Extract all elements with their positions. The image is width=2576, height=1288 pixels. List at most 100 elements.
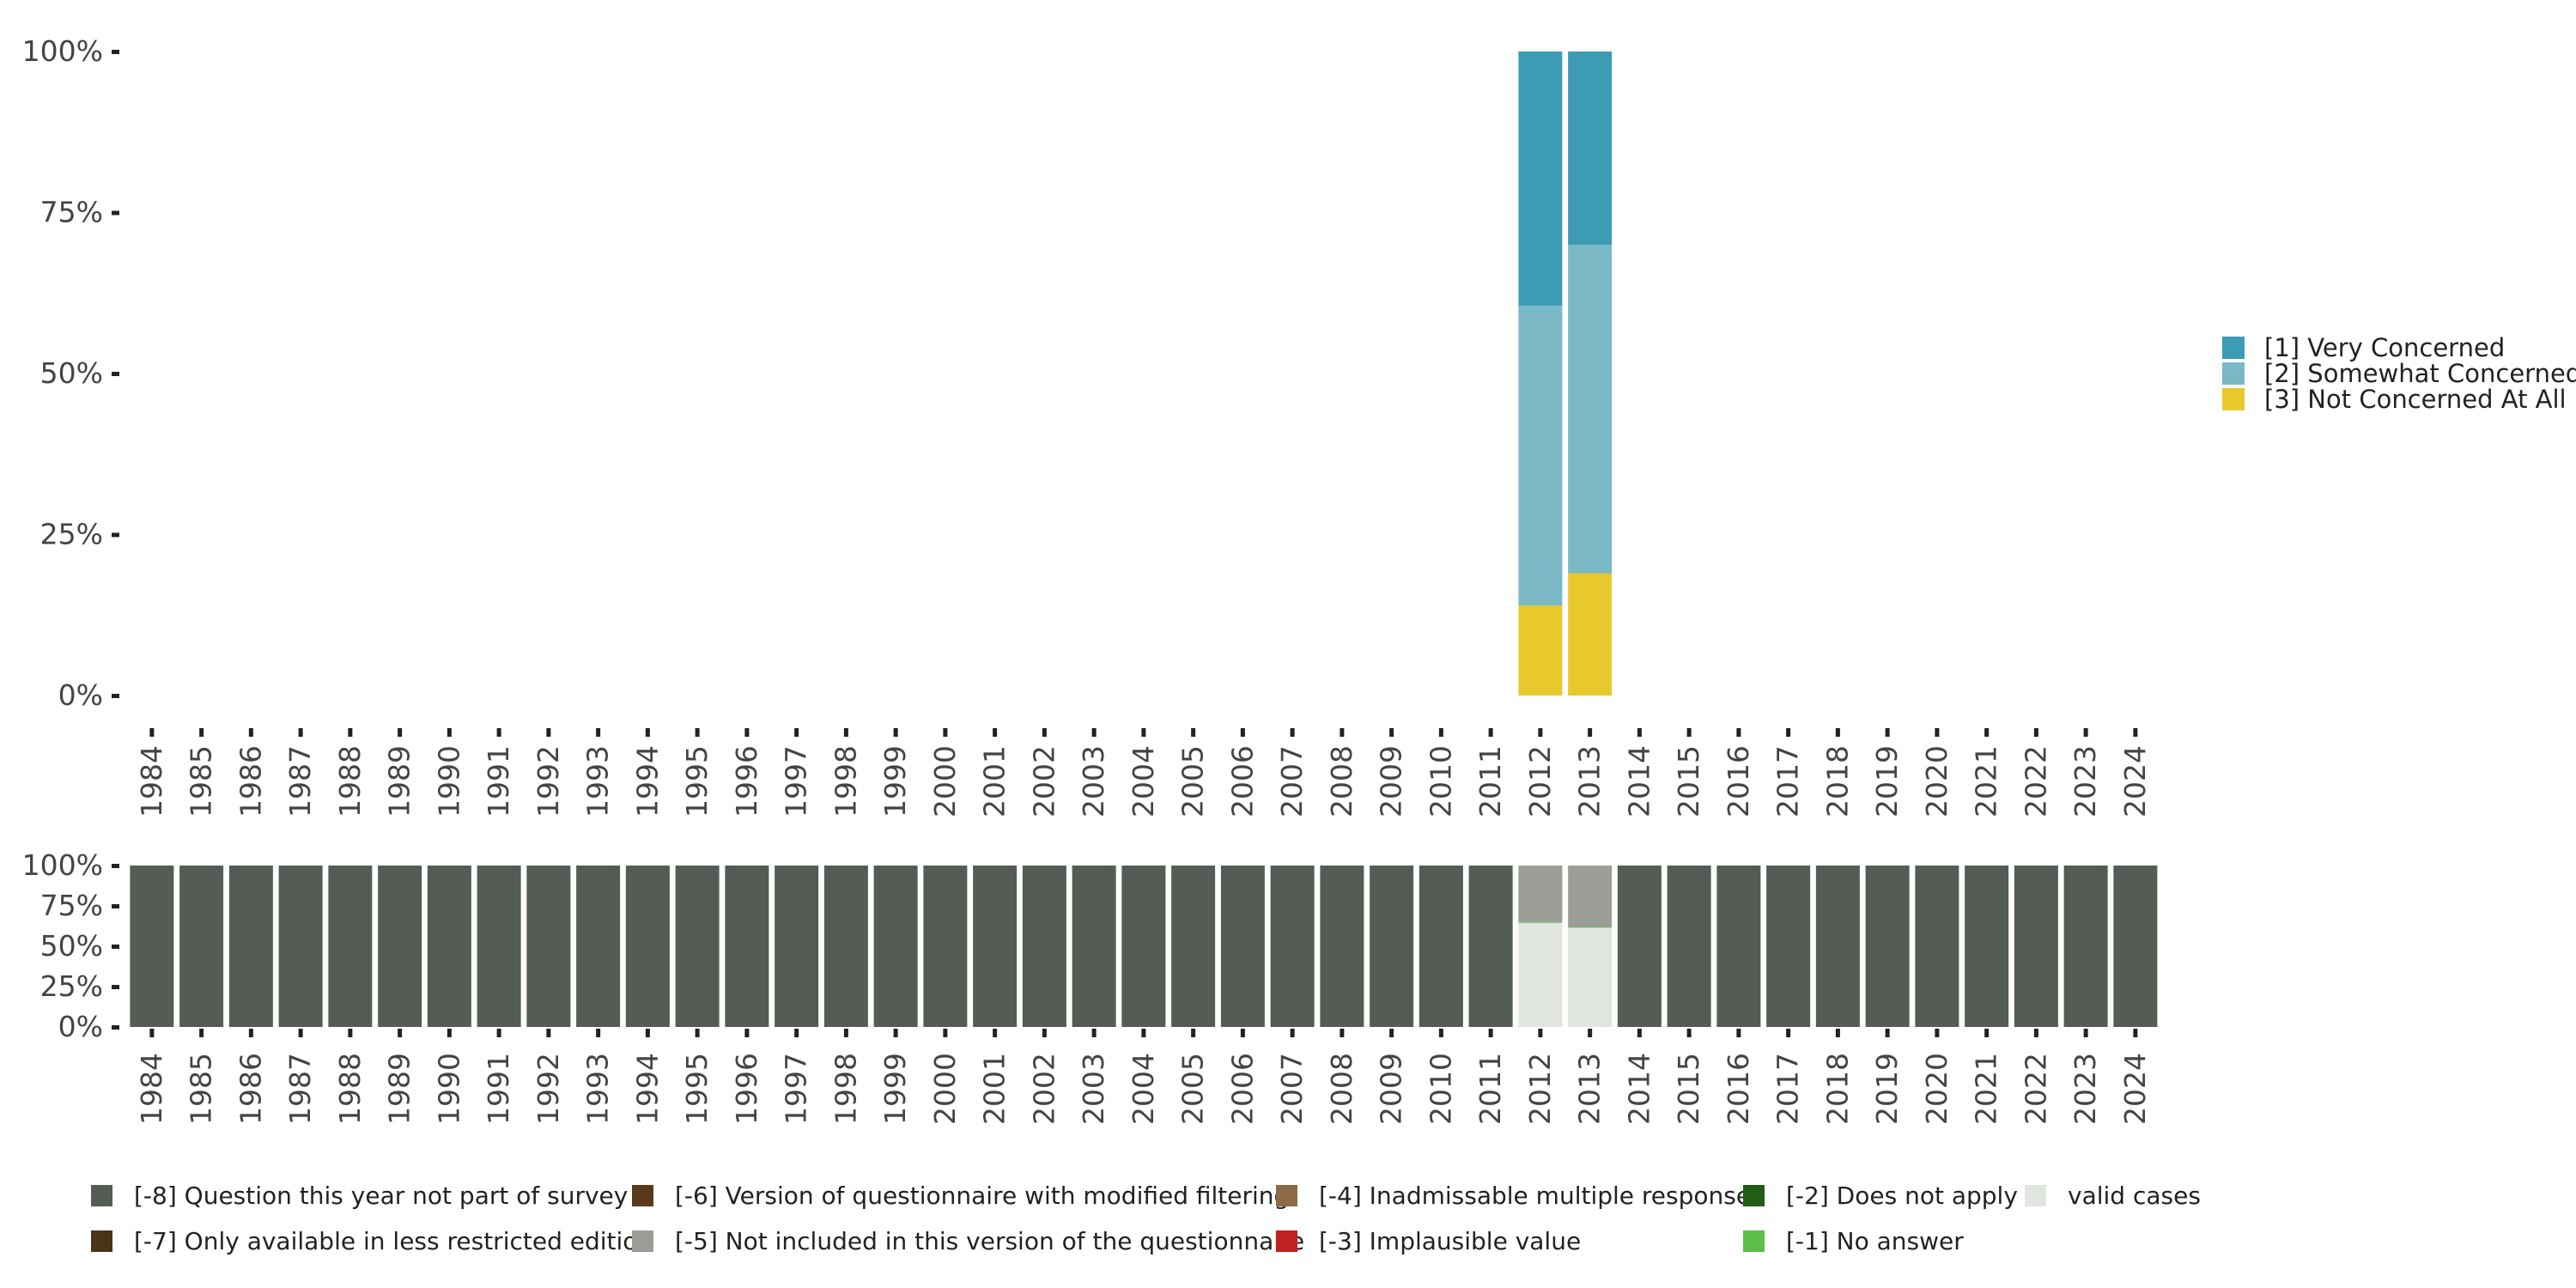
- top-xtick-mark-2015: [1686, 728, 1692, 737]
- bottom-bar-2002-not-part-of-survey: [1022, 866, 1066, 1027]
- top-xtick-label-1999: 1999: [878, 745, 912, 817]
- bottom-bar-2005-not-part-of-survey: [1171, 866, 1216, 1027]
- bottom-xtick-mark-2022: [2033, 1029, 2038, 1037]
- bottom-xtick-mark-2023: [2083, 1029, 2088, 1037]
- top-xtick-label-2014: 2014: [1622, 745, 1656, 817]
- bottom-xtick-label-2011: 2011: [1473, 1053, 1507, 1125]
- top-ytick-mark-50: [112, 372, 119, 376]
- bottom-bar-1992-not-part-of-survey: [526, 866, 571, 1027]
- bottom-xtick-label-1989: 1989: [383, 1053, 416, 1125]
- bottom-xtick-mark-2015: [1686, 1029, 1692, 1037]
- bottom-xtick-mark-1998: [843, 1029, 848, 1037]
- top-xtick-label-2011: 2011: [1473, 745, 1507, 817]
- bottom-ytick-label-100: 100%: [22, 848, 103, 882]
- bottom-xtick-label-2018: 2018: [1820, 1053, 1854, 1125]
- bottom-xtick-label-1994: 1994: [630, 1053, 664, 1125]
- top-xtick-label-2003: 2003: [1077, 745, 1110, 817]
- bottom-bar-2016-not-part-of-survey: [1716, 866, 1761, 1027]
- bottom-bar-1997-not-part-of-survey: [775, 866, 819, 1027]
- bottom-bar-2010-not-part-of-survey: [1419, 866, 1463, 1027]
- bottom-xtick-label-2010: 2010: [1424, 1053, 1457, 1125]
- top-xtick-label-1989: 1989: [383, 745, 416, 817]
- bottom-xtick-mark-2020: [1935, 1029, 1940, 1037]
- bottom-legend-swatch-8: [1276, 1230, 1297, 1252]
- top-xtick-label-1997: 1997: [780, 745, 813, 817]
- bottom-legend-swatch-1: [91, 1185, 112, 1206]
- bottom-xtick-label-1987: 1987: [283, 1053, 317, 1125]
- bottom-bar-1990-not-part-of-survey: [427, 866, 471, 1027]
- bottom-xtick-mark-1996: [744, 1029, 750, 1037]
- bottom-bar-2024-not-part-of-survey: [2113, 866, 2158, 1027]
- bottom-legend-label-7: [-5] Not included in this version of the…: [675, 1227, 1304, 1255]
- bottom-xtick-label-2022: 2022: [2019, 1053, 2052, 1125]
- bottom-bar-2012-1-no-answer: [1518, 921, 1563, 923]
- bottom-xtick-label-1986: 1986: [234, 1053, 267, 1125]
- bottom-bar-2012-valid-cases: [1518, 922, 1563, 1027]
- top-ytick-label-50: 50%: [40, 356, 103, 390]
- bottom-bar-1986-not-part-of-survey: [228, 866, 273, 1027]
- bottom-xtick-label-2017: 2017: [1771, 1053, 1805, 1125]
- top-xtick-label-2021: 2021: [1970, 745, 2003, 817]
- bottom-xtick-label-1995: 1995: [680, 1053, 714, 1125]
- bottom-bar-1999-not-part-of-survey: [873, 866, 918, 1027]
- top-xtick-label-2013: 2013: [1573, 745, 1607, 817]
- bottom-xtick-label-1990: 1990: [432, 1053, 465, 1125]
- bottom-legend-label-3: [-4] Inadmissable multiple response: [1319, 1182, 1751, 1210]
- top-legend-swatch-2: [2222, 362, 2245, 385]
- bottom-xtick-mark-1997: [794, 1029, 799, 1037]
- bottom-xtick-mark-2019: [1885, 1029, 1890, 1037]
- top-xtick-mark-2023: [2083, 728, 2088, 737]
- top-xtick-label-2008: 2008: [1325, 745, 1358, 817]
- top-ytick-mark-75: [112, 210, 119, 216]
- top-xtick-mark-2013: [1588, 728, 1593, 737]
- top-xtick-mark-2002: [1042, 728, 1047, 737]
- bottom-bar-1994-not-part-of-survey: [625, 866, 670, 1027]
- top-ytick-mark-0: [112, 694, 119, 698]
- top-xtick-mark-2006: [1240, 728, 1245, 737]
- bottom-xtick-label-2008: 2008: [1325, 1053, 1358, 1125]
- top-xtick-label-1994: 1994: [630, 745, 664, 817]
- top-xtick-label-1986: 1986: [234, 745, 267, 817]
- top-xtick-label-1988: 1988: [333, 745, 367, 817]
- bottom-legend-swatch-7: [632, 1230, 653, 1252]
- bottom-bar-1993-not-part-of-survey: [576, 866, 621, 1027]
- bottom-xtick-mark-2008: [1340, 1029, 1345, 1037]
- bottom-xtick-label-2005: 2005: [1176, 1053, 1210, 1125]
- top-xtick-label-1990: 1990: [432, 745, 465, 817]
- top-ytick-label-0: 0%: [58, 678, 103, 712]
- bottom-xtick-mark-2006: [1240, 1029, 1245, 1037]
- bottom-bar-2006-not-part-of-survey: [1220, 866, 1265, 1027]
- top-xtick-label-2010: 2010: [1424, 745, 1457, 817]
- bottom-xtick-mark-2003: [1091, 1029, 1097, 1037]
- top-xtick-label-2006: 2006: [1225, 745, 1259, 817]
- top-xtick-label-2001: 2001: [978, 745, 1012, 817]
- bottom-xtick-label-2002: 2002: [1027, 1053, 1060, 1125]
- top-xtick-label-1985: 1985: [185, 745, 218, 817]
- bottom-xtick-mark-1995: [695, 1029, 700, 1037]
- top-xtick-mark-2000: [943, 728, 948, 737]
- top-xtick-label-1987: 1987: [283, 745, 317, 817]
- bottom-xtick-mark-2000: [943, 1029, 948, 1037]
- bottom-xtick-mark-1989: [398, 1029, 403, 1037]
- top-legend-label-1: [1] Very Concerned: [2264, 333, 2505, 362]
- bottom-xtick-mark-2010: [1438, 1029, 1443, 1037]
- top-xtick-mark-1989: [398, 728, 403, 737]
- bottom-legend-swatch-6: [91, 1230, 112, 1252]
- bottom-ytick-mark-0: [112, 1025, 119, 1030]
- top-bar-2012-2-somewhat-concerned: [1518, 306, 1563, 605]
- bottom-xtick-label-2021: 2021: [1970, 1053, 2003, 1125]
- bottom-xtick-mark-1991: [496, 1029, 501, 1037]
- bottom-xtick-mark-2014: [1637, 1029, 1642, 1037]
- bottom-bar-2009-not-part-of-survey: [1370, 866, 1414, 1027]
- bottom-ytick-mark-25: [112, 985, 119, 989]
- top-xtick-mark-2009: [1389, 728, 1394, 737]
- bottom-ytick-mark-75: [112, 904, 119, 908]
- top-xtick-mark-2001: [993, 728, 998, 737]
- bottom-bar-2022-not-part-of-survey: [2014, 866, 2058, 1027]
- top-xtick-mark-2021: [1984, 728, 1990, 737]
- top-xtick-label-1991: 1991: [482, 745, 515, 817]
- top-xtick-label-2015: 2015: [1672, 745, 1705, 817]
- bottom-xtick-label-1985: 1985: [185, 1053, 218, 1125]
- bottom-xtick-mark-2004: [1141, 1029, 1146, 1037]
- top-xtick-mark-1998: [843, 728, 848, 737]
